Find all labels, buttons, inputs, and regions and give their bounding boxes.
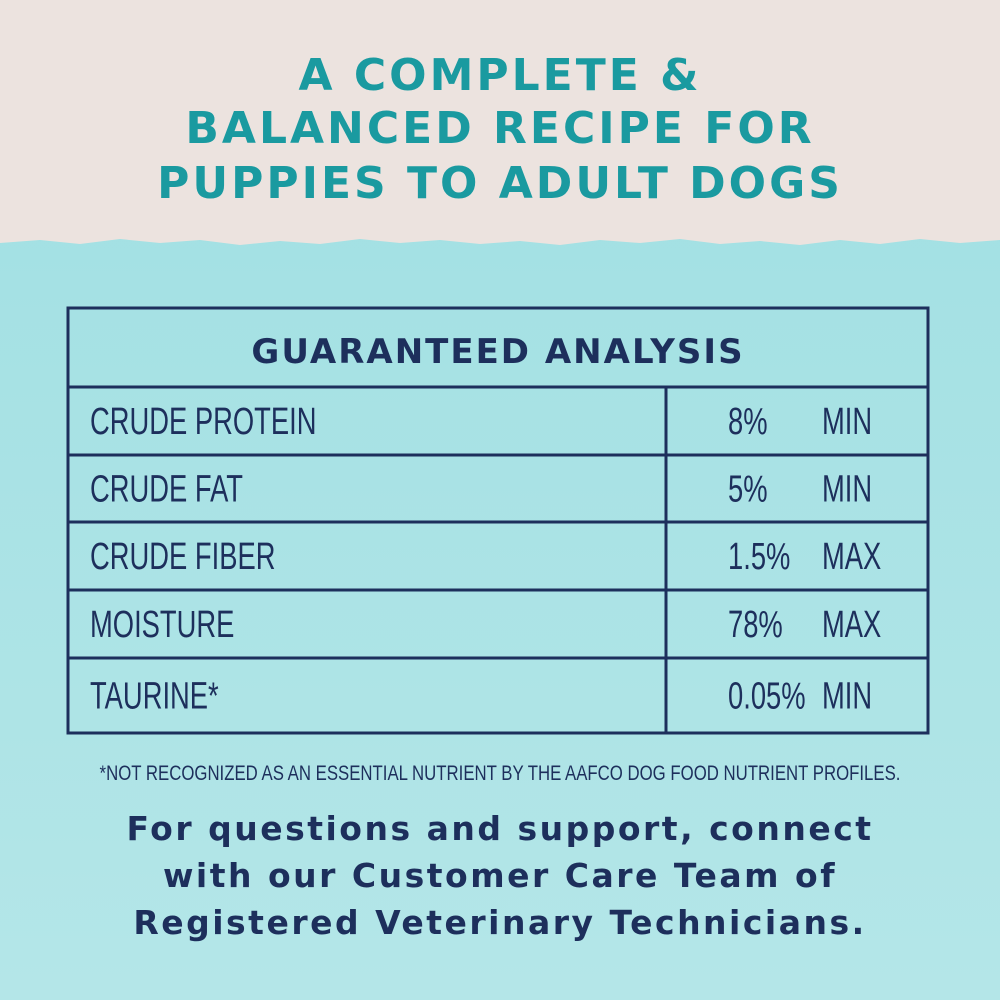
support-text: For questions and support, connect bbox=[126, 809, 873, 848]
nutrient-amount: 8% bbox=[728, 401, 768, 443]
nutrient-name: CRUDE PROTEIN bbox=[90, 401, 316, 443]
nutrient-qualifier: MIN bbox=[822, 675, 872, 717]
nutrient-name: CRUDE FIBER bbox=[90, 536, 275, 578]
nutrient-qualifier: MIN bbox=[822, 468, 872, 510]
nutrient-amount: 5% bbox=[728, 468, 768, 510]
nutrient-amount: 0.05% bbox=[728, 675, 806, 717]
nutrient-amount: 1.5% bbox=[728, 536, 790, 578]
headline: PUPPIES TO ADULT DOGS bbox=[157, 158, 843, 209]
headline: A COMPLETE & bbox=[299, 50, 702, 101]
support-text: with our Customer Care Team of bbox=[163, 856, 837, 895]
nutrient-name: CRUDE FAT bbox=[90, 468, 243, 510]
nutrient-amount: 78% bbox=[728, 604, 783, 646]
analysis-table: GUARANTEED ANALYSIS CRUDE PROTEIN 8% MINCR… bbox=[66, 306, 930, 735]
nutrient-name: MOISTURE bbox=[90, 604, 234, 646]
nutrient-qualifier: MAX bbox=[822, 604, 881, 646]
table-title: GUARANTEED ANALYSIS bbox=[251, 332, 744, 372]
nutrient-qualifier: MAX bbox=[822, 536, 881, 578]
nutrient-name: TAURINE* bbox=[90, 675, 219, 717]
background-paper bbox=[0, 0, 1000, 245]
nutrient-qualifier: MIN bbox=[822, 401, 872, 443]
footnote: *NOT RECOGNIZED AS AN ESSENTIAL NUTRIENT… bbox=[100, 762, 901, 785]
headline: BALANCED RECIPE FOR bbox=[185, 103, 814, 154]
support-text: Registered Veterinary Technicians. bbox=[133, 903, 866, 942]
table-rows: CRUDE PROTEIN 8% MIN CRUDE FAT 5% MIN CRUDE FI… bbox=[90, 401, 881, 718]
